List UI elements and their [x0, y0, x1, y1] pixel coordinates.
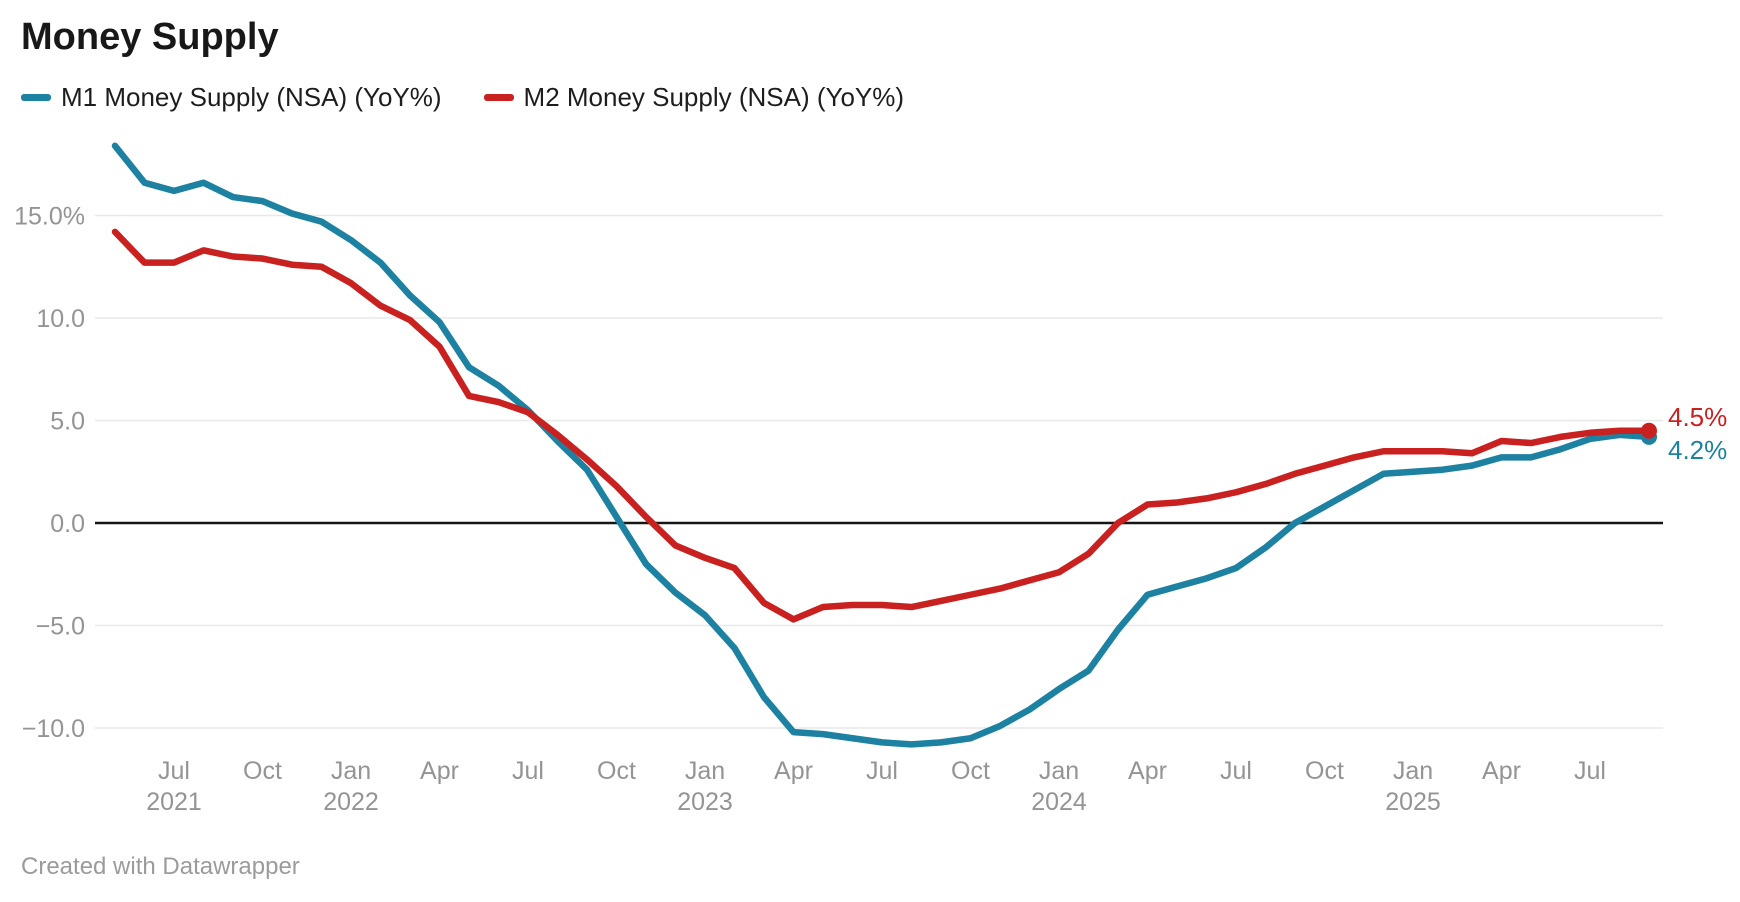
x-axis-tick-label: Apr [1482, 757, 1521, 785]
chart-legend: M1 Money Supply (NSA) (YoY%) M2 Money Su… [21, 82, 904, 113]
x-axis-tick-label: Oct [243, 757, 282, 785]
x-axis-tick-label: Jul [866, 757, 898, 785]
x-axis-year-label: 2024 [1031, 788, 1087, 816]
x-axis-tick-label: Jul [512, 757, 544, 785]
y-axis-tick-label: 0.0 [50, 510, 85, 538]
m1-end-label: 4.2% [1668, 435, 1727, 465]
y-axis-tick-label: 10.0 [36, 305, 85, 333]
x-axis-tick-label: Jan [1039, 757, 1079, 785]
m1-line-swatch-icon [21, 94, 51, 101]
x-axis-tick-label: Oct [597, 757, 636, 785]
m2-line[interactable] [111, 228, 1653, 623]
x-axis-tick-label: Apr [774, 757, 813, 785]
x-axis-year-label: 2022 [323, 788, 379, 816]
x-axis-tick-label: Jan [685, 757, 725, 785]
m1-line[interactable] [111, 142, 1653, 748]
legend-item-m1-label: M1 Money Supply (NSA) (YoY%) [61, 82, 442, 112]
x-axis-year-label: 2025 [1385, 788, 1441, 816]
legend-item-m2: M2 Money Supply (NSA) (YoY%) [483, 82, 905, 113]
y-axis-tick-label: 5.0 [50, 408, 85, 436]
x-axis-tick-label: Jan [331, 757, 371, 785]
x-axis-year-label: 2021 [146, 788, 202, 816]
chart-title: Money Supply [21, 16, 279, 58]
y-axis-tick-label: −10.0 [22, 715, 85, 743]
datawrapper-credit: Created with Datawrapper [21, 853, 300, 880]
x-axis-year-label: 2023 [677, 788, 733, 816]
m2-end-label: 4.5% [1668, 402, 1727, 432]
y-axis-tick-label: −5.0 [36, 613, 85, 641]
y-axis-tick-label: 15.0% [14, 203, 85, 231]
x-axis-tick-label: Oct [1305, 757, 1344, 785]
m2-line-swatch-icon [483, 94, 514, 101]
x-axis-tick-label: Jul [158, 757, 190, 785]
x-axis-tick-label: Jan [1393, 757, 1433, 785]
x-axis-tick-label: Apr [420, 757, 459, 785]
x-axis-tick-label: Oct [951, 757, 990, 785]
x-axis-tick-label: Apr [1128, 757, 1167, 785]
legend-item-m1: M1 Money Supply (NSA) (YoY%) [21, 82, 442, 113]
x-axis-tick-label: Jul [1220, 757, 1252, 785]
m2-end-dot[interactable] [1641, 422, 1657, 439]
legend-item-m2-label: M2 Money Supply (NSA) (YoY%) [523, 82, 905, 112]
x-axis-tick-label: Jul [1574, 757, 1606, 785]
